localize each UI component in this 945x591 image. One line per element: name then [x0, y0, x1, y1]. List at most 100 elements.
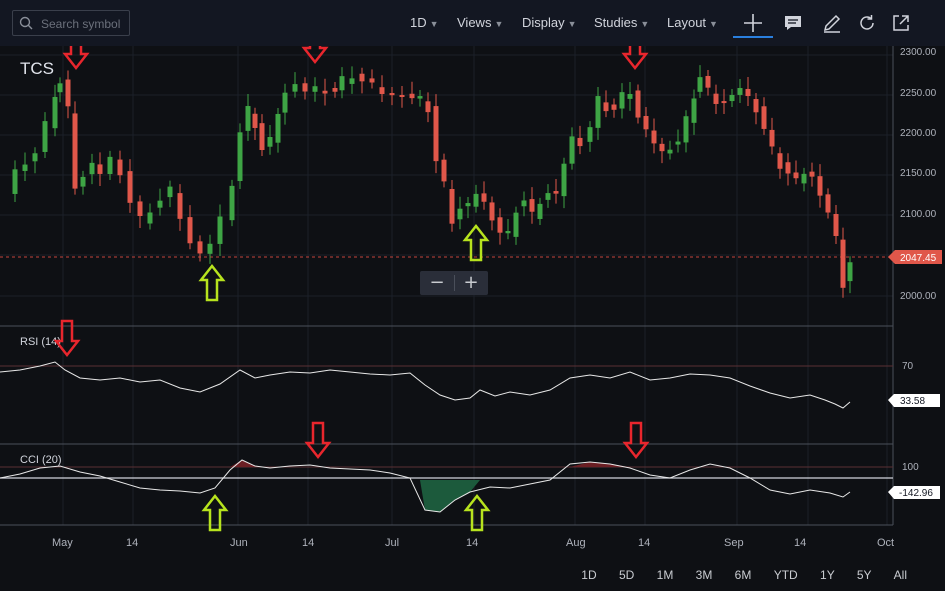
red-down-arrow-icon	[621, 46, 649, 71]
pencil-icon[interactable]	[821, 12, 843, 34]
candle-body	[729, 94, 735, 102]
zoom-out-button[interactable]: −	[429, 272, 445, 293]
candle-body	[417, 96, 423, 99]
candle-body	[753, 99, 759, 113]
candle-body	[80, 176, 86, 187]
candle-body	[259, 123, 265, 151]
crosshair-icon[interactable]	[742, 12, 764, 34]
date-tick: 14	[638, 537, 650, 549]
candle-body	[32, 153, 38, 162]
candle-body	[497, 217, 503, 233]
date-tick: 14	[126, 537, 138, 549]
candle-body	[473, 193, 479, 207]
rsi-value-tag: 33.58	[888, 394, 940, 407]
candle-body	[619, 92, 625, 109]
candle-body	[127, 171, 133, 203]
price-chart[interactable]: TCS 2300.00 2250.00 2200.00 2150.00 2100…	[0, 46, 945, 560]
range-1y[interactable]: 1Y	[820, 568, 835, 582]
candle-body	[433, 106, 439, 162]
views-menu[interactable]: Views ▼	[457, 15, 503, 30]
candle-body	[635, 90, 641, 118]
chevron-down-icon: ▼	[640, 19, 650, 29]
price-tick: 2250.00	[900, 88, 937, 99]
candle-body	[97, 164, 103, 174]
candle-body	[793, 172, 799, 179]
candle-body	[553, 191, 559, 194]
display-menu[interactable]: Display ▼	[522, 15, 577, 30]
candle-body	[22, 164, 28, 171]
range-5d[interactable]: 5D	[618, 568, 635, 582]
range-1d[interactable]: 1D	[581, 568, 597, 582]
red-down-arrow-icon	[53, 319, 81, 358]
candle-body	[691, 98, 697, 123]
display-label: Display	[522, 15, 565, 30]
candle-body	[89, 162, 95, 175]
zoom-in-button[interactable]: +	[463, 272, 479, 293]
comment-icon[interactable]	[782, 12, 804, 34]
chevron-down-icon: ▼	[494, 19, 504, 29]
price-tick: 2150.00	[900, 168, 937, 179]
candle-body	[611, 104, 617, 110]
candle-body	[252, 113, 258, 128]
layout-menu[interactable]: Layout ▼	[667, 15, 718, 30]
range-selector: 1D 5D 1M 3M 6M YTD 1Y 5Y All	[562, 568, 907, 582]
rsi-value: 33.58	[900, 396, 925, 407]
views-label: Views	[457, 15, 492, 30]
candle-body	[817, 176, 823, 196]
candle-body	[809, 171, 815, 177]
range-1m[interactable]: 1M	[656, 568, 674, 582]
chevron-down-icon: ▼	[709, 19, 718, 29]
cci-line	[0, 459, 851, 513]
candle-body	[312, 86, 318, 92]
candle-body	[489, 202, 495, 221]
active-tool-indicator	[733, 36, 773, 38]
studies-menu[interactable]: Studies ▼	[594, 15, 649, 30]
candle-body	[561, 163, 567, 197]
date-tick: Aug	[566, 537, 586, 549]
candle-body	[332, 88, 338, 92]
date-tick: 14	[302, 537, 314, 549]
candle-body	[245, 106, 251, 131]
search-input[interactable]	[39, 14, 131, 34]
date-axis: May 14 Jun 14 Jul 14 Aug 14 Sep 14 Oct	[52, 537, 894, 549]
candle-body	[587, 127, 593, 142]
candle-body	[569, 136, 575, 164]
date-tick: Sep	[724, 537, 744, 549]
candle-body	[107, 156, 113, 174]
red-down-arrow-icon	[622, 421, 650, 460]
candle-body	[529, 199, 535, 212]
candle-body	[197, 241, 203, 254]
range-5y[interactable]: 5Y	[856, 568, 872, 582]
green-up-arrow-icon	[462, 223, 490, 262]
candle-body	[481, 193, 487, 202]
red-down-arrow-icon	[301, 46, 329, 65]
candle-body	[659, 143, 665, 152]
rsi-line	[0, 361, 851, 409]
range-ytd[interactable]: YTD	[773, 568, 798, 582]
candle-body	[72, 113, 78, 189]
range-3m[interactable]: 3M	[695, 568, 713, 582]
candlestick-series	[12, 65, 853, 298]
popout-icon[interactable]	[890, 12, 912, 34]
date-tick: Jul	[385, 537, 399, 549]
green-up-arrow-icon	[463, 493, 491, 532]
candle-body	[705, 75, 711, 88]
cci-value: -142.96	[899, 488, 933, 499]
range-6m[interactable]: 6M	[734, 568, 752, 582]
range-all[interactable]: All	[893, 568, 907, 582]
chevron-down-icon: ▼	[429, 19, 439, 29]
layout-label: Layout	[667, 15, 707, 30]
candle-body	[157, 200, 163, 208]
candle-body	[777, 153, 783, 169]
search-box[interactable]	[12, 10, 131, 36]
candle-body	[603, 102, 609, 112]
candle-body	[545, 193, 551, 200]
interval-menu[interactable]: 1D ▼	[410, 15, 439, 30]
date-tick: 14	[794, 537, 806, 549]
candle-body	[840, 239, 846, 288]
red-down-arrow-icon	[62, 46, 90, 71]
candle-body	[42, 121, 48, 152]
candle-body	[65, 79, 71, 107]
studies-label: Studies	[594, 15, 638, 30]
refresh-icon[interactable]	[856, 12, 878, 34]
